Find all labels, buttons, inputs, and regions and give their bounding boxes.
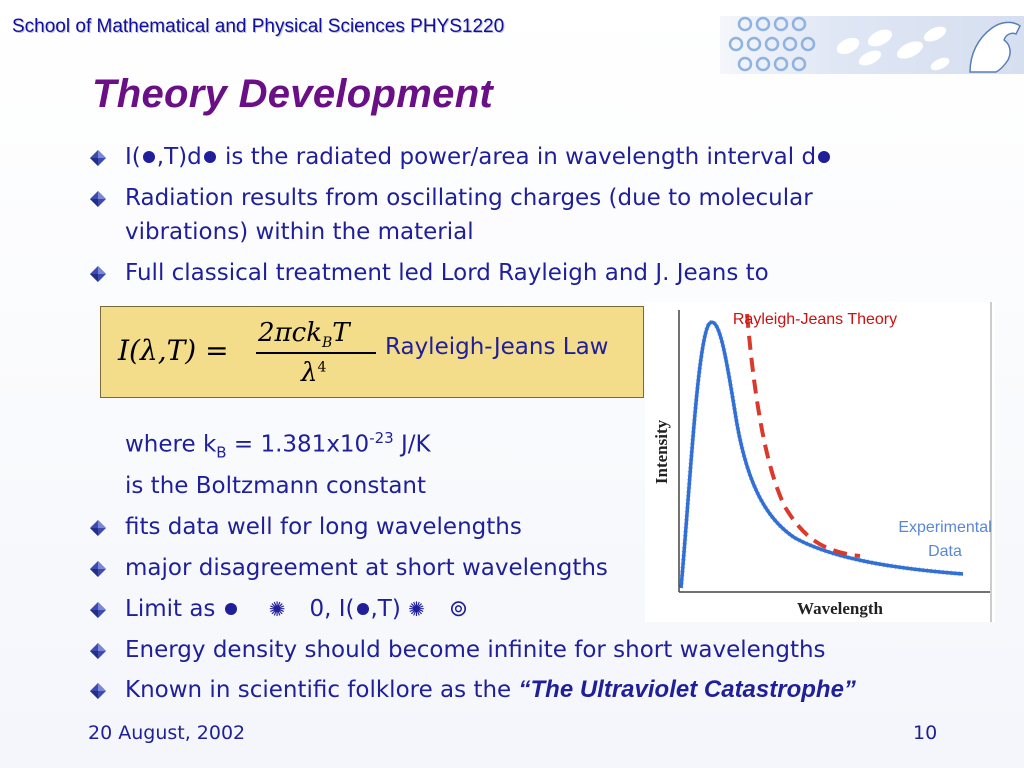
arrow-symbol-icon: ✺ <box>408 597 425 621</box>
constant-line2: is the Boltzmann constant <box>125 473 427 500</box>
experimental-label-line2: Data <box>928 543 962 560</box>
bullet-icon <box>90 150 106 166</box>
header-text: School of Mathematical and Physical Scie… <box>12 16 505 37</box>
bullet-icon <box>90 520 106 536</box>
boltzmann-constant: where kB = 1.381x10-23 J/K is the Boltzm… <box>125 421 431 503</box>
lambda-symbol-icon <box>818 151 831 163</box>
bullet-short-wavelengths: major disagreement at short wavelengths <box>125 555 608 581</box>
bullet-text: Known in scientific folklore as the <box>125 677 519 703</box>
bullet-ultraviolet-catastrophe: Known in scientific folklore as the “The… <box>125 673 856 707</box>
slide-title: Theory Development <box>92 72 494 116</box>
bullet-limit: Limit as ✺ 0, I( ,T) ✺ ⊚ <box>125 592 468 626</box>
bullet-oscillating-charges: Radiation results from oscillating charg… <box>125 181 813 249</box>
university-logo <box>720 16 1024 74</box>
bullet-long-wavelengths: fits data well for long wavelengths <box>125 514 522 540</box>
y-axis-label: Intensity <box>652 419 671 484</box>
lambda-symbol-icon <box>142 151 155 163</box>
equation-denominator: λ4 <box>301 358 327 388</box>
rayleigh-jeans-line <box>745 313 861 558</box>
bullet-icon <box>90 683 106 699</box>
rayleigh-jeans-label: Rayleigh-Jeans Theory <box>733 311 897 328</box>
lambda-symbol-icon <box>356 603 369 615</box>
equation-lhs: I(λ,T) = <box>118 334 229 367</box>
blackbody-chart: Rayleigh-Jeans Theory Experimental Data … <box>645 302 995 622</box>
fraction-bar <box>256 352 376 354</box>
arrow-symbol-icon: ✺ <box>268 597 286 621</box>
page-number: 10 <box>913 722 938 744</box>
bullet-icon <box>90 266 106 282</box>
bullet-text: vibrations) within the material <box>125 219 474 245</box>
chart-background <box>645 302 995 622</box>
infinity-symbol-icon: ⊚ <box>448 596 469 622</box>
bullet-text: Limit as <box>125 596 223 622</box>
bullet-text: is the radiated power/area in wavelength… <box>217 144 817 170</box>
logo-graphic <box>728 16 1021 73</box>
equation-numerator: 2πckBT <box>258 318 350 352</box>
bullet-classical-treatment: Full classical treatment led Lord Raylei… <box>125 260 769 286</box>
bullet-icon <box>90 191 106 207</box>
lambda-symbol-icon <box>224 603 237 615</box>
bullet-text: ,T) <box>370 596 409 622</box>
bullet-energy-density: Energy density should become infinite fo… <box>125 637 826 663</box>
bullet-text: ,T)d <box>156 144 202 170</box>
emphasis-text: “The Ultraviolet Catastrophe” <box>518 676 856 703</box>
experimental-label-line1: Experimental <box>898 519 991 536</box>
bullet-icon <box>90 602 106 618</box>
footer-date: 20 August, 2002 <box>88 722 246 744</box>
lambda-symbol-icon <box>203 151 216 163</box>
bullet-icon <box>90 643 106 659</box>
bullet-text: 0, I( <box>309 596 355 622</box>
constant-line1: where kB = 1.381x10-23 J/K <box>125 429 431 462</box>
bullet-icon <box>90 561 106 577</box>
experimental-data-line <box>679 320 964 589</box>
bullet-text: I( <box>125 144 141 170</box>
bullet-radiated-power: I( ,T)d is the radiated power/area in wav… <box>125 140 832 174</box>
bullet-text: Radiation results from oscillating charg… <box>125 185 813 211</box>
x-axis-label: Wavelength <box>797 599 883 618</box>
equation-label: Rayleigh-Jeans Law <box>385 334 609 360</box>
